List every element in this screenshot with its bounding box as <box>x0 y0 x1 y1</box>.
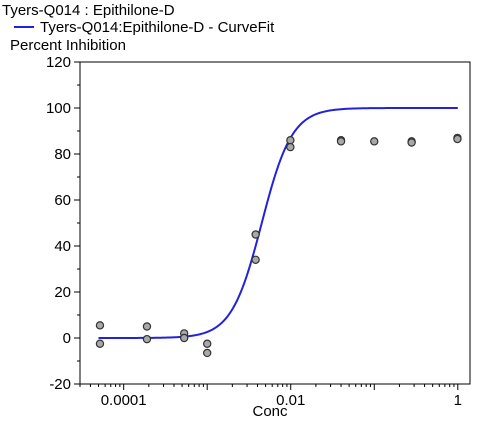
x-tick-label: 0.01 <box>276 392 305 409</box>
data-point <box>453 134 462 144</box>
y-axis-label: Percent Inhibition <box>10 37 126 54</box>
y-tick-label: -20 <box>49 376 71 393</box>
data-point <box>336 137 346 146</box>
y-tick-label: 20 <box>54 284 71 301</box>
y-tick-label: 120 <box>46 54 71 71</box>
chart-title: Tyers-Q014 : Epithilone-D <box>2 2 175 19</box>
x-tick-label: 0.0001 <box>101 392 147 409</box>
plot-frame <box>79 61 471 385</box>
data-points <box>95 133 462 358</box>
data-point <box>203 348 212 358</box>
data-point <box>370 137 379 146</box>
x-tick-label: 1 <box>454 392 462 409</box>
data-point <box>203 339 212 348</box>
y-tick-label: 100 <box>46 100 71 117</box>
x-axis: 0.0001 0.01 1 <box>79 384 462 409</box>
data-point <box>407 138 416 147</box>
y-tick-label: 0 <box>63 330 71 347</box>
data-point <box>142 334 152 344</box>
y-tick-label: 60 <box>54 192 71 209</box>
data-point <box>179 333 189 343</box>
data-point <box>251 230 260 239</box>
data-point <box>95 339 105 348</box>
y-tick-label: 40 <box>54 238 71 255</box>
y-tick-label: 80 <box>54 146 71 163</box>
data-point <box>95 321 105 330</box>
data-point <box>251 255 260 264</box>
data-point <box>286 142 295 152</box>
legend-entry-curvefit: Tyers-Q014:Epithilone-D - CurveFit <box>40 19 275 36</box>
y-axis: -20 0 20 40 60 80 100 120 <box>46 54 80 393</box>
data-point <box>142 322 152 331</box>
data-point <box>286 135 295 145</box>
curve-fit-line <box>98 107 458 339</box>
x-axis-label: Conc <box>252 403 288 420</box>
